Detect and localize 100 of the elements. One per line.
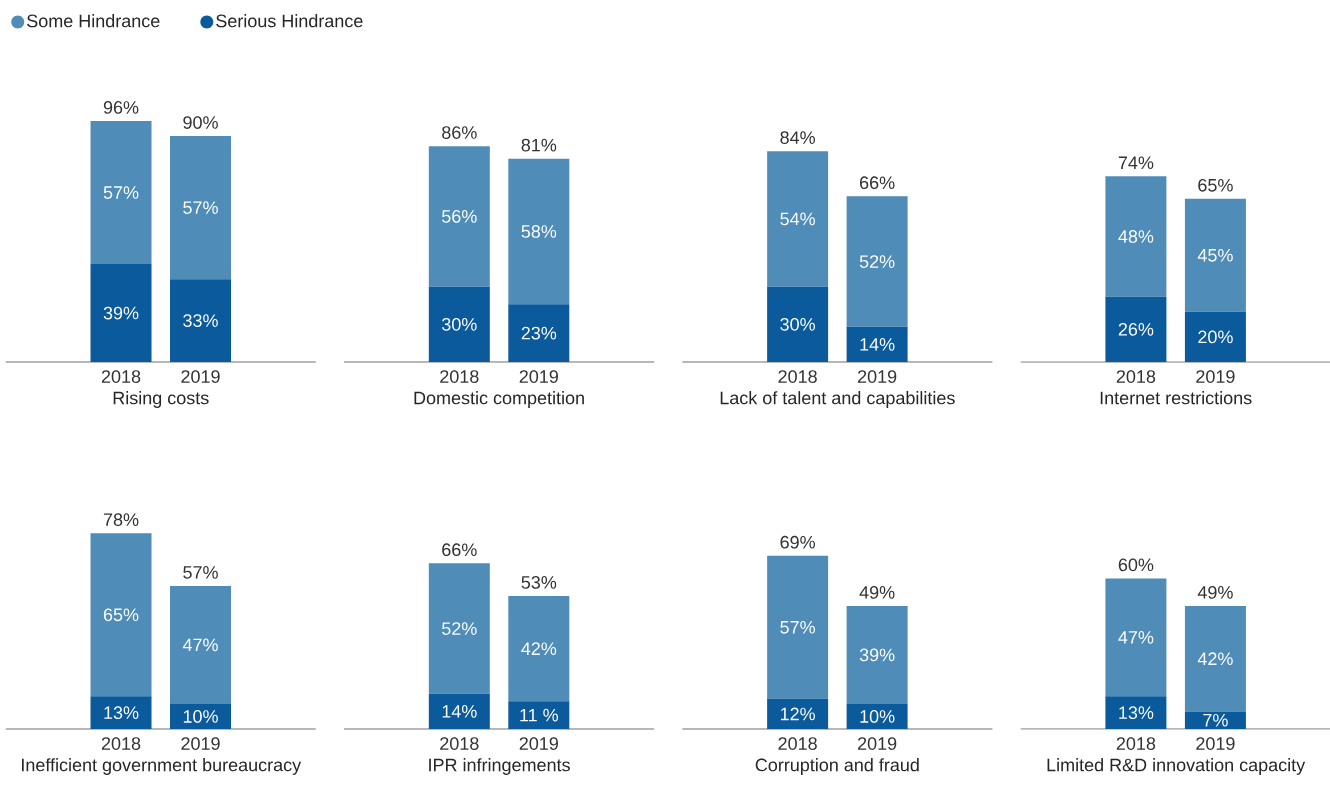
bar xyxy=(170,279,232,362)
data-label: 11 % xyxy=(520,708,559,722)
total-label: 49% xyxy=(859,586,895,599)
total-label: 66% xyxy=(860,176,895,190)
x-tick-label: 2019 xyxy=(1196,737,1235,750)
data-label: 23% xyxy=(521,326,557,340)
bar xyxy=(508,158,570,305)
data-label: 14% xyxy=(442,705,477,718)
total-label: 86% xyxy=(442,126,477,139)
data-label: 47% xyxy=(182,638,218,652)
x-axis-title: Domestic competition xyxy=(414,391,584,408)
total-label: 90% xyxy=(183,116,218,129)
bar xyxy=(90,533,152,697)
x-tick-label: 2018 xyxy=(1116,370,1156,383)
total-label: 84% xyxy=(780,131,815,144)
total-label: 81% xyxy=(521,138,557,152)
bar xyxy=(428,286,490,362)
x-tick-label: 2019 xyxy=(181,737,220,750)
x-tick-label: 2018 xyxy=(101,370,141,383)
bar xyxy=(1184,198,1246,312)
bar xyxy=(508,595,570,702)
total-label: 66% xyxy=(442,543,477,557)
data-label: 65% xyxy=(103,608,139,622)
bar xyxy=(846,703,908,729)
data-label: 30% xyxy=(780,317,815,331)
x-axis-title: Internet restrictions xyxy=(1100,391,1252,405)
bar xyxy=(90,121,152,265)
data-label: 57% xyxy=(780,620,815,634)
data-label: 45% xyxy=(1197,248,1233,262)
bar xyxy=(1184,711,1246,729)
x-axis-title: Lack of talent and capabilities xyxy=(720,391,955,408)
bar xyxy=(428,693,490,729)
bar xyxy=(1105,696,1167,729)
bar xyxy=(846,606,908,704)
bar xyxy=(767,286,829,362)
data-label: 7% xyxy=(1203,713,1228,727)
bar xyxy=(508,701,570,729)
x-tick-label: 2019 xyxy=(1196,370,1235,383)
data-label: 57% xyxy=(183,201,218,214)
bar xyxy=(767,698,829,729)
bar xyxy=(846,326,908,362)
x-tick-label: 2018 xyxy=(1116,737,1156,750)
bar xyxy=(1184,606,1246,712)
data-label: 14% xyxy=(860,338,895,351)
data-label: 13% xyxy=(1119,706,1154,720)
data-label: 33% xyxy=(183,314,218,327)
bar xyxy=(90,696,152,729)
legend-label: Some Hindrance xyxy=(27,14,160,28)
x-tick-label: 2019 xyxy=(858,737,897,750)
data-label: 57% xyxy=(103,186,139,199)
x-tick-label: 2019 xyxy=(519,737,558,750)
x-tick-label: 2018 xyxy=(778,737,817,750)
data-label: 10% xyxy=(860,710,895,723)
data-label: 42% xyxy=(521,642,557,656)
data-label: 13% xyxy=(104,706,139,720)
x-tick-label: 2018 xyxy=(440,370,479,383)
total-label: 53% xyxy=(521,576,557,589)
bar xyxy=(767,555,829,699)
bar xyxy=(1105,176,1167,297)
data-label: 52% xyxy=(442,622,477,635)
total-label: 96% xyxy=(103,101,139,114)
total-label: 74% xyxy=(1118,156,1154,170)
data-label: 54% xyxy=(780,212,815,226)
data-label: 52% xyxy=(859,255,895,268)
total-label: 49% xyxy=(1197,586,1233,599)
bar xyxy=(170,585,232,704)
x-tick-label: 2019 xyxy=(519,370,558,383)
data-label: 42% xyxy=(1197,652,1233,666)
data-label: 26% xyxy=(1118,322,1154,336)
bar xyxy=(428,563,490,694)
bar xyxy=(508,304,570,362)
x-tick-label: 2018 xyxy=(101,737,141,750)
bar xyxy=(170,136,232,280)
bar xyxy=(846,196,908,327)
bar xyxy=(1105,578,1167,697)
x-axis-title: Rising costs xyxy=(113,391,209,408)
x-tick-label: 2018 xyxy=(440,737,479,750)
data-label: 12% xyxy=(780,707,815,721)
bar xyxy=(767,151,829,287)
total-label: 65% xyxy=(1198,178,1233,192)
x-tick-label: 2018 xyxy=(778,370,817,383)
data-label: 39% xyxy=(103,306,139,320)
x-axis-title: Inefficient government bureaucracy xyxy=(22,758,302,775)
data-label: 47% xyxy=(1118,631,1154,644)
data-label: 58% xyxy=(521,225,557,238)
x-axis-title: IPR infringements xyxy=(429,758,570,775)
x-tick-label: 2019 xyxy=(858,370,897,383)
data-label: 56% xyxy=(442,210,477,223)
total-label: 60% xyxy=(1118,558,1154,572)
legend-label: Serious Hindrance xyxy=(216,14,363,28)
data-label: 48% xyxy=(1118,230,1154,243)
total-label: 57% xyxy=(183,566,218,579)
bar xyxy=(428,146,490,287)
bar xyxy=(90,264,152,362)
total-label: 78% xyxy=(103,513,139,526)
data-label: 20% xyxy=(1198,330,1233,344)
data-label: 10% xyxy=(183,710,218,723)
data-label: 39% xyxy=(859,648,895,662)
bar xyxy=(1105,296,1167,362)
x-tick-label: 2019 xyxy=(181,370,220,383)
